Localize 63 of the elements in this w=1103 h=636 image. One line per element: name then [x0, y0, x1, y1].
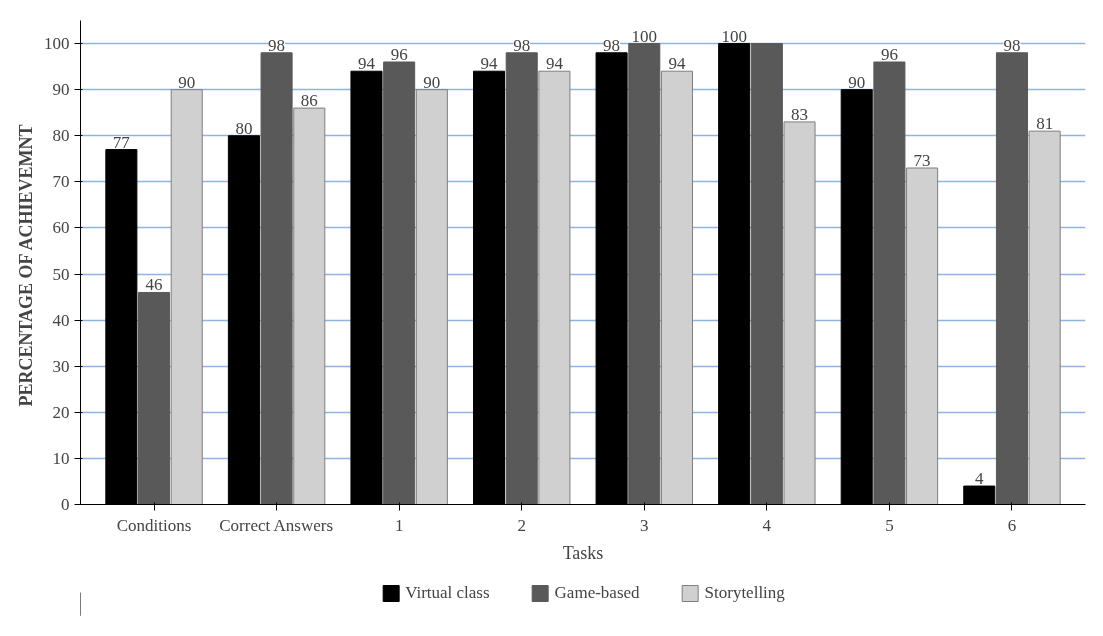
data-label: 4: [975, 469, 985, 489]
legend-label: Storytelling: [704, 582, 785, 603]
bar: [383, 61, 416, 505]
bar: [783, 121, 816, 505]
x-tick-label: 3: [640, 515, 649, 535]
bar: [170, 89, 203, 505]
bar: [293, 107, 326, 505]
y-tick-label: 100: [44, 34, 70, 54]
y-tick-label: 70: [52, 172, 70, 192]
data-label: 94: [545, 54, 564, 74]
y-tick-label: 30: [52, 356, 70, 376]
x-tick-label: 4: [762, 515, 772, 535]
data-label: 94: [480, 54, 499, 74]
bar: [1028, 130, 1061, 505]
y-tick-label: 10: [52, 448, 70, 468]
y-tick-label: 50: [52, 264, 70, 284]
bar: [415, 89, 448, 505]
data-label: 94: [357, 54, 376, 74]
data-label: 100: [631, 26, 658, 46]
bar: [906, 167, 939, 505]
legend-label: Virtual class: [405, 582, 490, 603]
data-label: 98: [603, 35, 621, 55]
bar: [995, 52, 1028, 505]
bar: [260, 52, 293, 505]
bar: [660, 70, 693, 505]
y-tick-label: 20: [52, 402, 70, 422]
bar: [628, 43, 661, 505]
data-label: 83: [791, 104, 809, 124]
x-tick-label: Conditions: [116, 515, 192, 535]
x-tick-label: Correct Answers: [219, 515, 334, 535]
data-label: 90: [423, 72, 441, 92]
bar: [538, 70, 571, 505]
data-label: 98: [1003, 35, 1021, 55]
bar: [138, 291, 171, 505]
x-tick-label: 5: [885, 515, 894, 535]
data-label: 80: [235, 118, 253, 138]
y-tick-label: 40: [52, 310, 70, 330]
data-label: 90: [178, 72, 196, 92]
data-label: 86: [300, 91, 318, 111]
y-axis-title: PERCENTAGE OF ACHIEVEMNT: [16, 124, 36, 407]
x-tick-label: 1: [394, 515, 404, 535]
x-tick-label: 2: [517, 515, 526, 535]
legend-label: Game-based: [554, 582, 640, 603]
data-label: 98: [513, 35, 531, 55]
bar: [873, 61, 906, 505]
y-tick-label: 0: [61, 495, 70, 514]
data-label: 96: [390, 44, 408, 64]
bar: [750, 43, 783, 505]
data-label: 94: [668, 54, 686, 74]
data-label: 46: [145, 275, 163, 295]
x-tick-label: 6: [1007, 515, 1017, 535]
data-label: 77: [112, 132, 131, 152]
bar: [505, 52, 538, 505]
data-label: 98: [268, 35, 286, 55]
y-tick-label: 90: [52, 80, 70, 100]
x-axis-title: Tasks: [562, 542, 604, 563]
data-label: 96: [880, 44, 898, 64]
data-label: 73: [913, 151, 931, 170]
data-label: 90: [848, 72, 866, 92]
data-label: 100: [721, 26, 747, 46]
y-tick-label: 80: [52, 126, 70, 146]
data-label: 81: [1036, 114, 1054, 134]
y-tick-label: 60: [52, 218, 70, 238]
